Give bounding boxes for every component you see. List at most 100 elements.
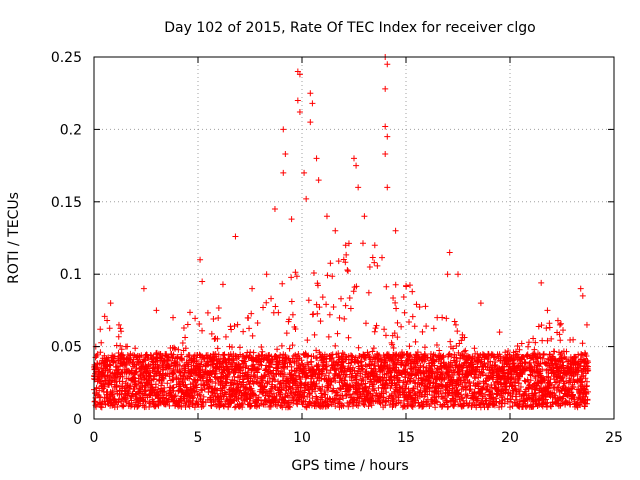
- data-point: [98, 339, 105, 346]
- y-tick-label: 0.05: [51, 340, 82, 356]
- data-point: [283, 330, 290, 337]
- data-point: [219, 375, 226, 382]
- data-point: [411, 323, 418, 330]
- data-point: [213, 387, 220, 394]
- data-point: [412, 338, 419, 345]
- data-point-peak: [382, 151, 389, 158]
- data-point: [133, 365, 140, 372]
- data-point: [106, 325, 113, 332]
- data-point: [342, 302, 349, 309]
- data-point: [113, 382, 120, 389]
- data-point: [101, 313, 108, 320]
- data-point: [198, 358, 205, 365]
- data-point: [557, 320, 564, 327]
- data-point-peak: [199, 278, 206, 285]
- data-point: [292, 269, 299, 276]
- data-point: [579, 340, 586, 347]
- data-point-peak: [583, 321, 590, 328]
- data-point: [255, 366, 262, 373]
- data-point: [117, 342, 124, 349]
- chart-title: Day 102 of 2015, Rate Of TEC Index for r…: [164, 20, 535, 36]
- data-point: [327, 260, 334, 267]
- data-point: [222, 389, 229, 396]
- data-point: [97, 349, 104, 356]
- data-point: [323, 301, 330, 308]
- data-point: [236, 344, 243, 351]
- data-point: [214, 335, 221, 342]
- data-point: [223, 380, 230, 387]
- data-point: [215, 304, 222, 311]
- data-point-peak: [382, 85, 389, 92]
- data-point: [325, 333, 332, 340]
- data-point: [172, 392, 179, 399]
- data-point: [252, 392, 259, 399]
- data-point: [232, 391, 239, 398]
- data-point: [171, 393, 178, 400]
- data-point: [447, 338, 454, 345]
- data-point-peak: [309, 100, 316, 107]
- data-point: [260, 304, 267, 311]
- x-tick-label: 0: [90, 430, 99, 446]
- data-point: [430, 325, 437, 332]
- data-point: [521, 377, 528, 384]
- data-point: [366, 263, 373, 270]
- data-point: [164, 380, 171, 387]
- data-point: [525, 339, 532, 346]
- data-point-peak: [403, 282, 409, 289]
- data-point: [160, 394, 167, 401]
- data-point: [193, 384, 200, 391]
- data-point: [201, 382, 208, 389]
- data-point: [472, 375, 479, 382]
- data-point: [237, 351, 244, 358]
- data-point-peak: [371, 242, 378, 249]
- data-point: [199, 366, 206, 373]
- data-point: [423, 323, 430, 330]
- data-point: [208, 402, 214, 409]
- data-point-peak: [577, 285, 584, 292]
- data-point: [118, 346, 125, 353]
- data-point-peak: [294, 97, 301, 104]
- data-point: [394, 319, 401, 326]
- data-point-peak: [153, 307, 160, 314]
- data-point: [104, 317, 111, 324]
- data-point: [555, 383, 562, 390]
- data-point-peak: [496, 329, 503, 336]
- data-point: [224, 364, 231, 371]
- data-point: [409, 313, 416, 320]
- data-point: [228, 392, 235, 399]
- data-point: [288, 298, 295, 305]
- data-point-peak: [392, 227, 399, 234]
- data-point: [150, 398, 157, 405]
- data-point: [124, 343, 131, 350]
- data-point: [463, 394, 470, 401]
- y-tick-label: 0.15: [51, 195, 82, 211]
- data-point: [196, 320, 203, 327]
- data-point: [326, 311, 333, 318]
- data-point: [184, 321, 191, 328]
- data-point: [186, 352, 193, 359]
- data-point: [224, 374, 231, 381]
- data-point: [132, 381, 139, 388]
- data-point: [543, 325, 550, 332]
- data-point-peak: [353, 162, 360, 169]
- data-point-peak: [452, 321, 459, 328]
- data-point: [179, 339, 186, 346]
- y-tick-label: 0: [73, 412, 82, 428]
- data-point: [186, 403, 193, 410]
- x-axis-label: GPS time / hours: [291, 458, 408, 474]
- data-point-peak: [455, 271, 461, 278]
- data-point: [393, 305, 400, 312]
- data-point: [467, 386, 474, 393]
- data-point: [401, 309, 408, 316]
- data-point-peak: [544, 307, 551, 314]
- data-point: [109, 392, 116, 399]
- data-point: [195, 360, 201, 367]
- data-point: [250, 349, 257, 356]
- data-point: [193, 397, 200, 404]
- data-point: [279, 280, 286, 287]
- data-point: [182, 334, 189, 341]
- data-point: [451, 318, 458, 325]
- x-tick-label: 15: [397, 430, 415, 446]
- data-point: [531, 346, 538, 353]
- data-point-peak: [409, 288, 416, 295]
